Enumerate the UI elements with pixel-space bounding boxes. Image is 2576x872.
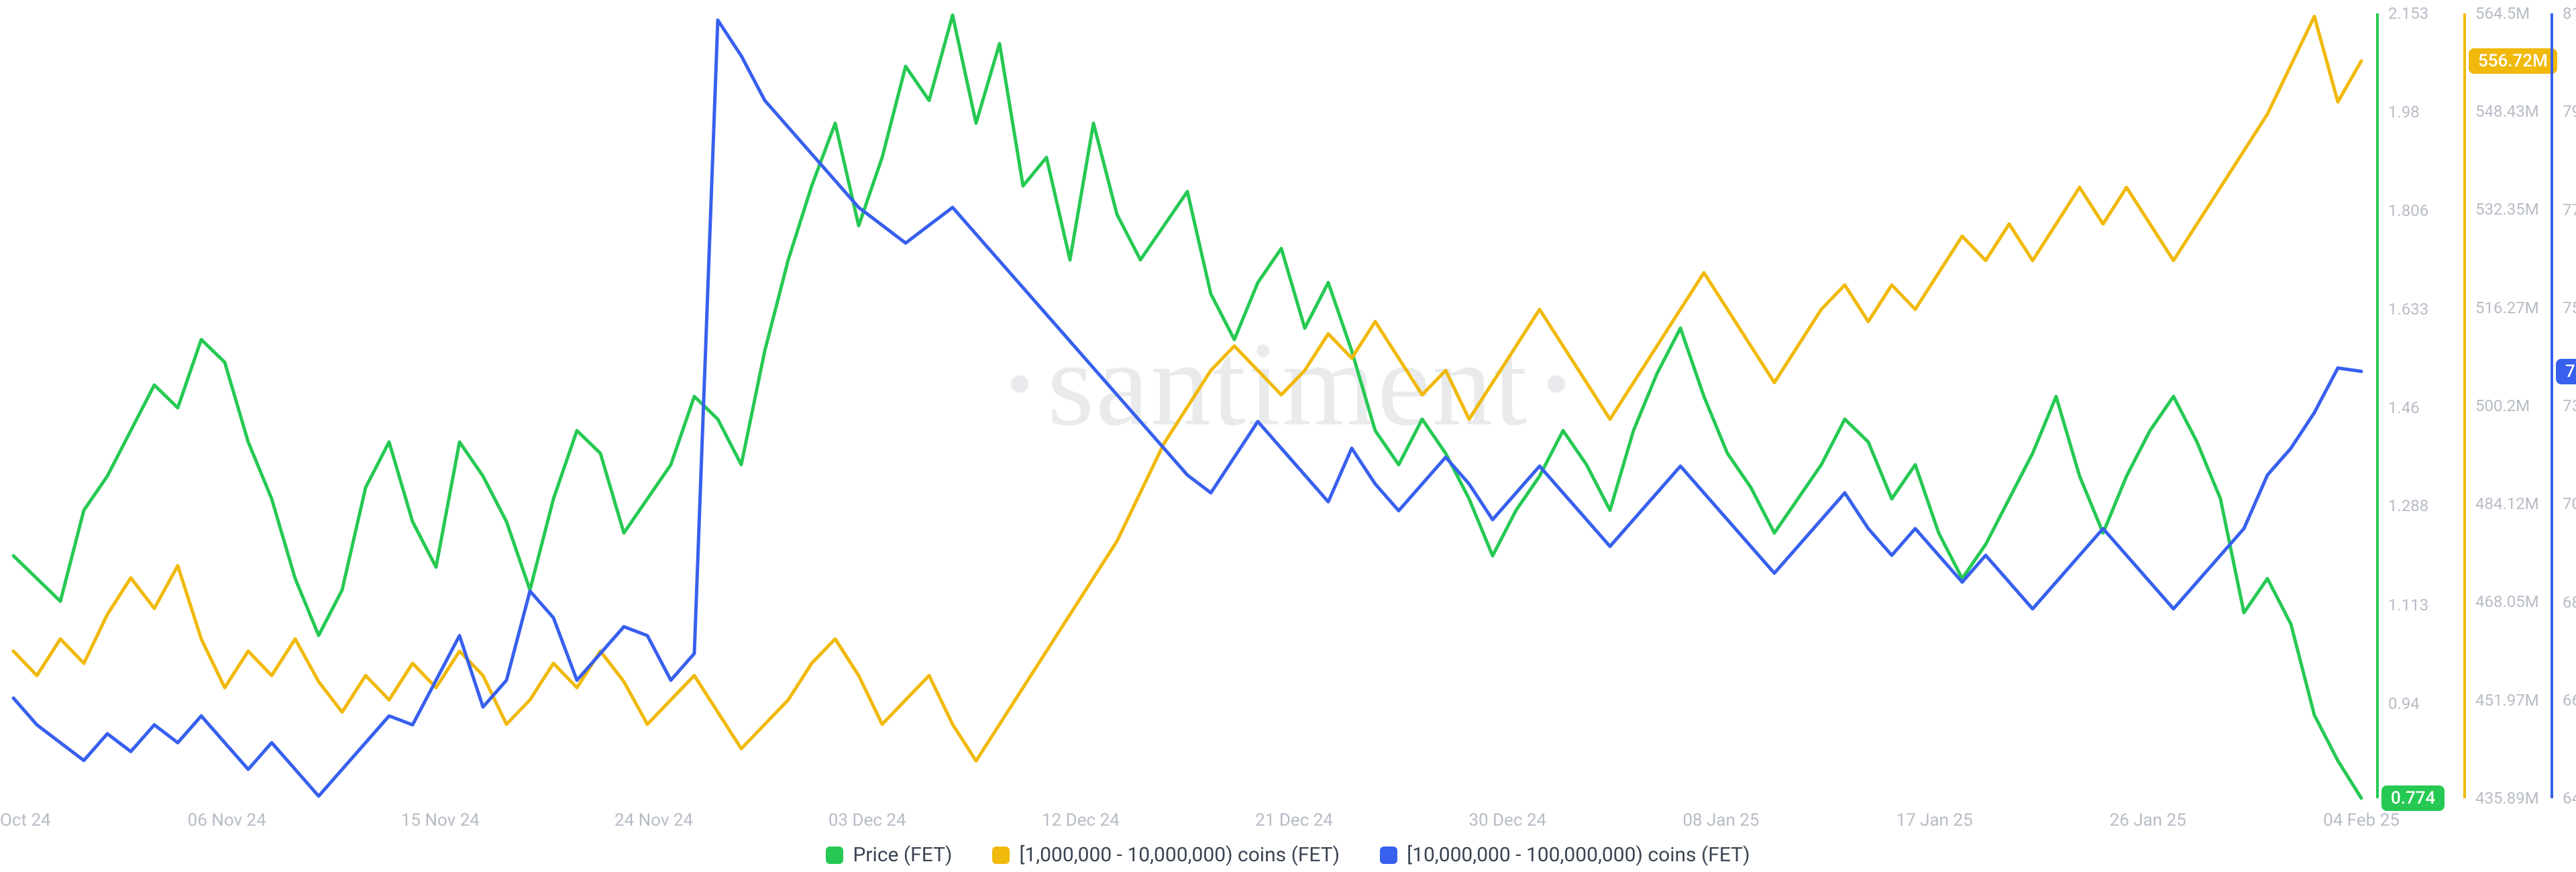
y-axis-tick-large: 819.5M [2563, 4, 2576, 23]
y-axis-tick-large: 665.54M [2563, 691, 2576, 710]
y-axis-tick-large: 687.53M [2563, 593, 2576, 612]
y-axis-tick-price: 1.633 [2388, 300, 2428, 319]
x-axis-label: 06 Nov 24 [188, 810, 266, 830]
x-axis-label: 30 Dec 24 [1468, 810, 1546, 830]
x-axis-label: 21 Dec 24 [1255, 810, 1333, 830]
legend-swatch [1380, 847, 1397, 864]
y-axis-tick-price: 2.153 [2388, 4, 2428, 23]
y-axis-tick-mid: 435.89M [2475, 789, 2539, 808]
legend-item[interactable]: [10,000,000 - 100,000,000) coins (FET) [1380, 843, 1750, 867]
legend-swatch [992, 847, 1010, 864]
axis-bar-large [2551, 13, 2553, 798]
x-axis-label: 28 Oct 24 [0, 810, 51, 830]
y-axis-tick-price: 1.113 [2388, 596, 2428, 614]
y-axis-tick-price: 1.806 [2388, 201, 2428, 220]
y-axis-tick-mid: 548.43M [2475, 102, 2539, 121]
chart-plot [0, 0, 2576, 872]
legend-label: Price (FET) [853, 843, 952, 867]
series-line-mid [13, 17, 2361, 761]
y-axis-tick-price: 1.288 [2388, 496, 2428, 515]
y-axis-tick-large: 731.52M [2563, 396, 2576, 415]
axis-bar-mid [2463, 13, 2466, 798]
y-axis-tick-mid: 532.35M [2475, 200, 2539, 219]
y-axis-tick-price: 1.46 [2388, 398, 2420, 417]
x-axis-label: 15 Nov 24 [401, 810, 480, 830]
legend-swatch [826, 847, 843, 864]
chart-container: santiment 28 Oct 2406 Nov 2415 Nov 2424 … [0, 0, 2576, 872]
axis-bar-price [2376, 13, 2379, 798]
x-axis-label: 24 Nov 24 [614, 810, 693, 830]
y-axis-tick-mid: 451.97M [2475, 691, 2539, 710]
y-axis-tick-mid: 564.5M [2475, 4, 2530, 23]
y-axis-tick-large: 643.54M [2563, 789, 2576, 808]
legend-item[interactable]: [1,000,000 - 10,000,000) coins (FET) [992, 843, 1340, 867]
legend-label: [10,000,000 - 100,000,000) coins (FET) [1407, 843, 1750, 867]
y-axis-tick-price: 1.98 [2388, 103, 2420, 121]
end-value-badge-large: 739.25M [2556, 359, 2576, 384]
legend-label: [1,000,000 - 10,000,000) coins (FET) [1019, 843, 1340, 867]
y-axis-tick-mid: 500.2M [2475, 396, 2530, 415]
y-axis-tick-mid: 516.27M [2475, 298, 2539, 317]
y-axis-tick-mid: 484.12M [2475, 494, 2539, 513]
x-axis-label: 04 Feb 25 [2323, 810, 2400, 830]
y-axis-tick-price: 0.94 [2388, 694, 2420, 713]
x-axis-label: 08 Jan 25 [1682, 810, 1759, 830]
y-axis-tick-large: 797.5M [2563, 102, 2576, 121]
x-axis-label: 03 Dec 24 [828, 810, 906, 830]
end-value-badge-price: 0.774 [2381, 785, 2445, 811]
y-axis-tick-large: 775.51M [2563, 201, 2576, 219]
y-axis-tick-large: 753.51M [2563, 298, 2576, 317]
x-axis-label: 12 Dec 24 [1042, 810, 1120, 830]
legend: Price (FET) [1,000,000 - 10,000,000) coin… [0, 843, 2576, 867]
y-axis-tick-mid: 468.05M [2475, 592, 2539, 611]
x-axis-label: 17 Jan 25 [1896, 810, 1973, 830]
end-value-badge-mid: 556.72M [2469, 48, 2557, 74]
x-axis-label: 26 Jan 25 [2110, 810, 2186, 830]
legend-item[interactable]: Price (FET) [826, 843, 952, 867]
y-axis-tick-large: 709.52M [2563, 494, 2576, 513]
